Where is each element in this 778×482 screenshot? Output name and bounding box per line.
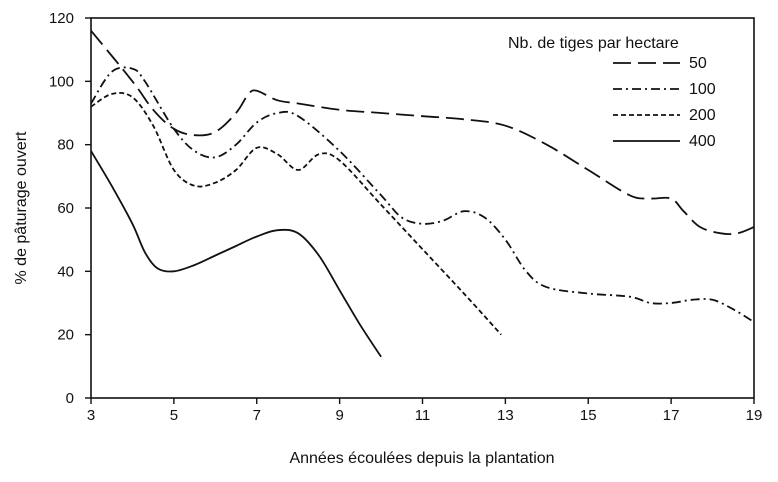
- x-tick-label: 7: [253, 407, 261, 424]
- plot-frame: [90, 17, 755, 399]
- legend: Nb. de tiges par hectare 50 100 200 400: [508, 35, 716, 150]
- x-tick-label: 3: [87, 407, 95, 424]
- y-tick-label: 120: [49, 10, 74, 27]
- y-tick-label: 60: [57, 200, 74, 217]
- y-tick-label: 80: [57, 137, 74, 154]
- series-line-100: [90, 66, 755, 323]
- series-line-400: [90, 150, 382, 358]
- series-line-50: [90, 30, 755, 236]
- x-axis-title: Années écoulées depuis la plantation: [289, 450, 554, 467]
- x-axis: 3 5 7 9 11 13 15 17 19: [87, 398, 763, 424]
- legend-label-200: 200: [689, 107, 716, 124]
- x-tick-label: 9: [335, 407, 343, 424]
- x-tick-label: 5: [170, 407, 178, 424]
- series-lines: [90, 30, 755, 358]
- legend-label-50: 50: [689, 55, 707, 72]
- y-axis: 0 20 40 60 80 100 120: [49, 10, 91, 407]
- x-tick-label: 13: [497, 407, 514, 424]
- x-tick-label: 19: [746, 407, 763, 424]
- x-tick-label: 17: [663, 407, 680, 424]
- legend-label-400: 400: [689, 133, 716, 150]
- y-tick-label: 40: [57, 263, 74, 280]
- y-axis-title: % de pâturage ouvert: [13, 131, 30, 285]
- y-tick-label: 0: [66, 390, 74, 407]
- x-tick-label: 15: [580, 407, 597, 424]
- legend-title: Nb. de tiges par hectare: [508, 35, 679, 52]
- y-tick-label: 100: [49, 73, 74, 90]
- series-line-200: [90, 92, 502, 336]
- x-tick-label: 11: [415, 407, 431, 424]
- y-tick-label: 20: [57, 327, 74, 344]
- legend-label-100: 100: [689, 81, 716, 98]
